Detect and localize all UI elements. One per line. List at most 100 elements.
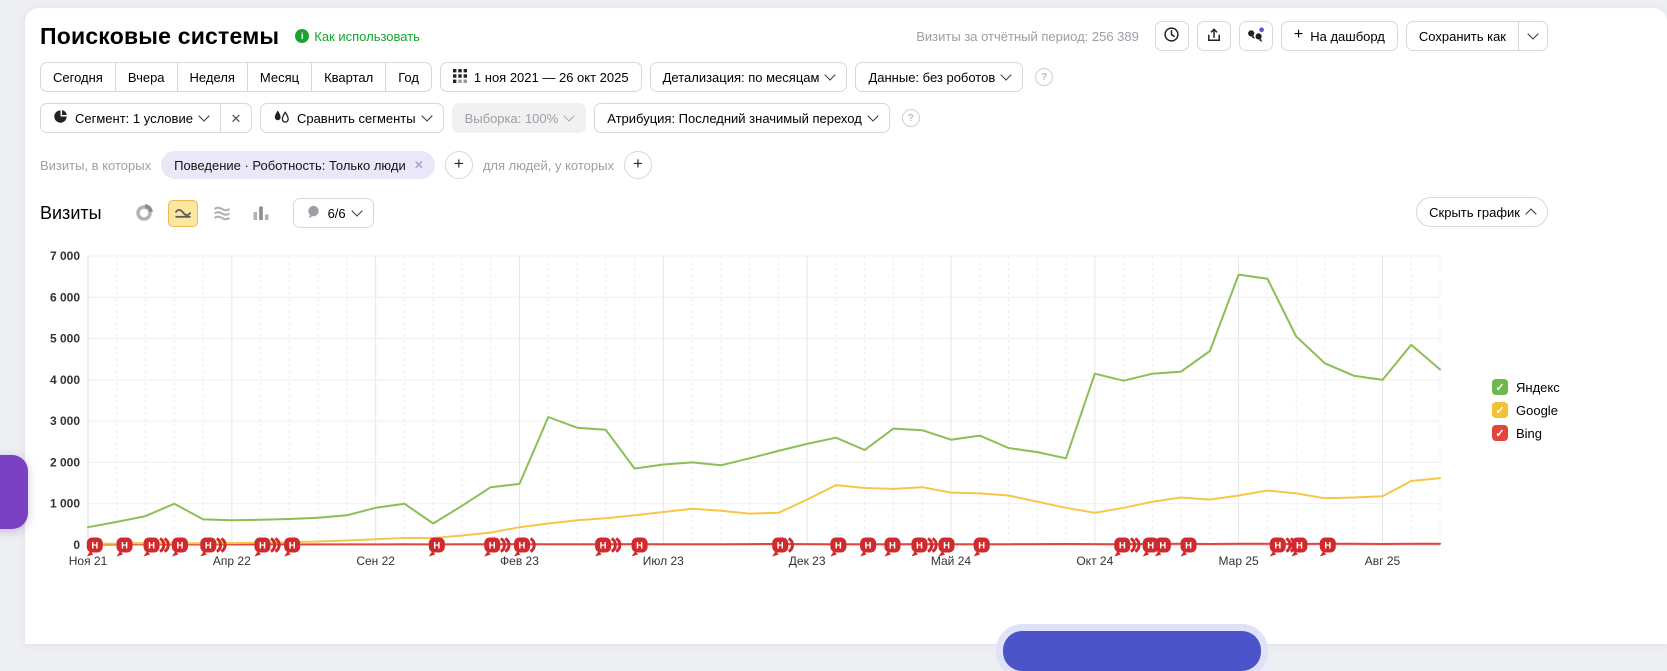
- annotations-button[interactable]: 6/6: [292, 198, 374, 228]
- help-icon[interactable]: ?: [1035, 68, 1054, 86]
- add-to-dashboard-label: На дашборд: [1310, 28, 1385, 44]
- series-line-bing[interactable]: [87, 542, 1441, 546]
- data-robots-label: Данные: без роботов: [868, 69, 996, 85]
- people-filter-prefix: для людей, у которых: [482, 157, 614, 173]
- svg-text:Н: Н: [1147, 541, 1154, 552]
- period-tab-5[interactable]: Год: [385, 62, 432, 92]
- annotation-marker[interactable]: Н: [116, 537, 133, 557]
- annotation-marker[interactable]: Н: [1180, 537, 1197, 557]
- legend-checkbox-icon[interactable]: ✓: [1492, 402, 1508, 418]
- annotation-marker[interactable]: Н: [772, 537, 794, 557]
- chart-area: 0 1 000 2 000 3 000 4 000 5 000 6 000 7 000 Ноя …: [40, 246, 1470, 591]
- period-tab-4[interactable]: Квартал: [311, 62, 387, 92]
- legend-item-яндекс[interactable]: ✓ Яндекс: [1492, 379, 1560, 395]
- speech-bubble-icon: [306, 205, 321, 222]
- x-axis-tick-label: Мар 25: [1219, 554, 1259, 568]
- add-people-condition-button[interactable]: +: [624, 151, 652, 179]
- hide-chart-button[interactable]: Скрыть график: [1416, 197, 1548, 227]
- y-axis-tick-label: 3 000: [50, 414, 80, 428]
- annotation-marker[interactable]: Н: [428, 537, 445, 557]
- visits-line-chart[interactable]: 0 1 000 2 000 3 000 4 000 5 000 6 000 7 000 Ноя …: [40, 246, 1470, 591]
- bar-chart-type-button[interactable]: [246, 200, 276, 227]
- save-as-dropdown-button[interactable]: [1518, 21, 1548, 51]
- chevron-down-icon: [420, 110, 433, 122]
- date-range-button[interactable]: 1 ноя 2021 — 26 окт 2025: [439, 62, 642, 92]
- help-icon[interactable]: ?: [901, 109, 920, 127]
- segment-button[interactable]: Сегмент: 1 условие: [40, 103, 221, 133]
- annotation-marker[interactable]: Н: [830, 537, 847, 557]
- svg-text:Н: Н: [889, 541, 896, 552]
- how-to-use-link[interactable]: i Как использовать: [295, 29, 420, 44]
- series-line-google[interactable]: [87, 477, 1441, 545]
- annotation-marker[interactable]: Н: [595, 537, 622, 557]
- chevron-down-icon: [1527, 28, 1539, 40]
- attribution-select[interactable]: Атрибуция: Последний значимый переход: [594, 103, 890, 133]
- bottom-floating-button[interactable]: [1003, 631, 1261, 671]
- stacked-area-chart-type-button[interactable]: [207, 200, 237, 227]
- history-button[interactable]: [1154, 21, 1189, 51]
- annotation-marker[interactable]: Н: [86, 537, 103, 557]
- period-visits-label: Визиты за отчётный период: 256 389: [916, 28, 1139, 44]
- svg-text:Н: Н: [259, 541, 266, 552]
- export-button[interactable]: [1196, 21, 1231, 51]
- svg-text:Н: Н: [943, 541, 950, 552]
- svg-text:Н: Н: [205, 541, 212, 552]
- annotation-marker[interactable]: Н: [1291, 537, 1308, 557]
- add-to-dashboard-button[interactable]: + На дашборд: [1280, 21, 1398, 51]
- feedback-side-tab[interactable]: [0, 455, 28, 529]
- compare-segments-button[interactable]: Сравнить сегменты: [259, 103, 444, 133]
- annotation-marker[interactable]: Н: [973, 537, 990, 557]
- period-tab-3[interactable]: Месяц: [246, 62, 313, 92]
- page-title: Поисковые системы: [40, 22, 280, 49]
- annotation-marker[interactable]: Н: [1114, 537, 1141, 557]
- annotation-marker[interactable]: Н: [484, 537, 511, 557]
- annotation-marker[interactable]: Н: [284, 537, 301, 557]
- close-icon: ✕: [230, 110, 242, 126]
- save-as-group: Сохранить как: [1405, 21, 1548, 51]
- period-tab-0[interactable]: Сегодня: [40, 62, 116, 92]
- x-axis-tick-label: Июл 23: [643, 554, 684, 568]
- annotation-marker[interactable]: Н: [631, 537, 648, 557]
- save-as-button[interactable]: Сохранить как: [1405, 21, 1519, 51]
- line-chart-type-button[interactable]: [167, 199, 198, 227]
- segment-clear-button[interactable]: ✕: [219, 103, 252, 133]
- chip-close-icon[interactable]: ✕: [413, 158, 424, 172]
- legend-checkbox-icon[interactable]: ✓: [1492, 425, 1508, 441]
- svg-text:Н: Н: [1119, 541, 1126, 552]
- annotation-marker[interactable]: Н: [200, 537, 227, 557]
- svg-text:Н: Н: [1324, 541, 1331, 552]
- annotation-marker[interactable]: Н: [1319, 537, 1336, 557]
- period-tab-2[interactable]: Неделя: [176, 62, 248, 92]
- svg-text:Н: Н: [433, 541, 440, 552]
- legend-item-google[interactable]: ✓ Google: [1492, 402, 1560, 418]
- annotation-marker[interactable]: Н: [911, 537, 938, 557]
- annotation-marker[interactable]: Н: [143, 537, 170, 557]
- comments-button[interactable]: [1238, 21, 1273, 51]
- pie-chart-type-button[interactable]: [129, 200, 159, 227]
- annotation-marker[interactable]: Н: [884, 537, 901, 557]
- annotation-marker[interactable]: Н: [171, 537, 188, 557]
- annotation-marker[interactable]: Н: [254, 537, 281, 557]
- y-gridlines: 0 1 000 2 000 3 000 4 000 5 000 6 000 7 000: [50, 249, 1440, 552]
- series-line-яндекс[interactable]: [87, 273, 1441, 529]
- annotation-marker[interactable]: Н: [938, 537, 955, 557]
- add-visit-condition-button[interactable]: +: [444, 151, 473, 179]
- data-robots-select[interactable]: Данные: без роботов: [855, 62, 1024, 92]
- segment-condition-chip[interactable]: Поведение · Роботность: Только люди ✕: [161, 151, 435, 179]
- y-axis-tick-label: 7 000: [50, 249, 80, 263]
- annotation-marker[interactable]: Н: [1154, 537, 1171, 557]
- annotation-marker[interactable]: Н: [1269, 537, 1296, 557]
- chevron-down-icon: [824, 69, 837, 81]
- annotation-marker[interactable]: Н: [860, 537, 877, 557]
- legend-item-bing[interactable]: ✓ Bing: [1492, 425, 1560, 441]
- svg-text:Н: Н: [289, 541, 296, 552]
- svg-text:Н: Н: [148, 541, 155, 552]
- period-tab-1[interactable]: Вчера: [114, 62, 178, 92]
- detail-select[interactable]: Детализация: по месяцам: [649, 62, 848, 92]
- annotation-marker[interactable]: Н: [513, 537, 536, 557]
- legend-checkbox-icon[interactable]: ✓: [1492, 379, 1508, 395]
- chevron-up-icon: [1525, 207, 1537, 220]
- sample-select[interactable]: Выборка: 100%: [451, 103, 587, 133]
- attribution-select-label: Атрибуция: Последний значимый переход: [607, 110, 862, 126]
- segment-group: Сегмент: 1 условие ✕: [40, 103, 252, 133]
